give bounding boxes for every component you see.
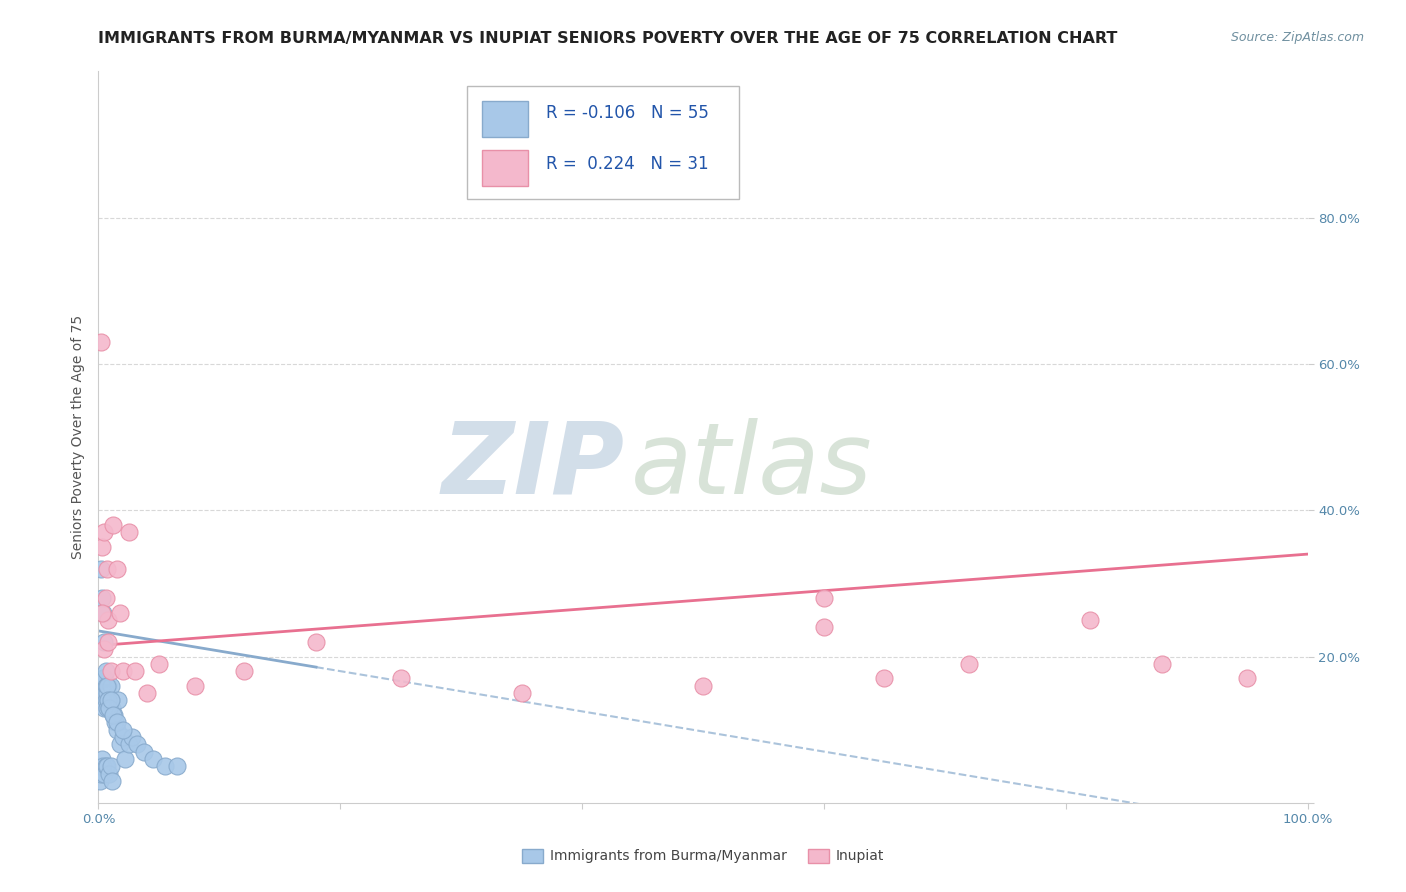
- Point: [108, 737, 131, 751]
- Point: [100, 664, 122, 678]
- Text: R =  0.224   N = 31: R = 0.224 N = 31: [546, 155, 709, 173]
- Y-axis label: Seniors Poverty Over the Age of 75: Seniors Poverty Over the Age of 75: [70, 315, 84, 559]
- Point: [108, 606, 131, 620]
- Point: [97, 693, 120, 707]
- Point: [91, 606, 114, 620]
- Point: [91, 679, 114, 693]
- Point: [91, 693, 114, 707]
- Point: [98, 700, 121, 714]
- Point: [97, 613, 120, 627]
- Point: [118, 737, 141, 751]
- Text: Source: ZipAtlas.com: Source: ZipAtlas.com: [1230, 31, 1364, 45]
- Point: [93, 635, 115, 649]
- Point: [105, 723, 128, 737]
- Point: [1152, 657, 1174, 671]
- Point: [91, 672, 114, 686]
- Point: [124, 664, 146, 678]
- Point: [101, 517, 124, 532]
- Point: [100, 679, 122, 693]
- Point: [98, 766, 121, 780]
- Point: [93, 672, 115, 686]
- Point: [111, 730, 134, 744]
- Point: [166, 759, 188, 773]
- Legend: Immigrants from Burma/Myanmar, Inupiat: Immigrants from Burma/Myanmar, Inupiat: [516, 843, 890, 869]
- Point: [127, 737, 149, 751]
- Point: [97, 635, 120, 649]
- Point: [510, 686, 533, 700]
- Point: [101, 708, 124, 723]
- Point: [305, 635, 328, 649]
- Point: [91, 540, 114, 554]
- Point: [111, 723, 134, 737]
- Point: [184, 679, 207, 693]
- Point: [114, 752, 136, 766]
- Point: [101, 708, 124, 723]
- Point: [135, 686, 157, 700]
- Text: atlas: atlas: [630, 417, 872, 515]
- Point: [94, 679, 117, 693]
- Point: [118, 525, 141, 540]
- Text: ZIP: ZIP: [441, 417, 624, 515]
- Text: R = -0.106   N = 55: R = -0.106 N = 55: [546, 104, 709, 122]
- Point: [91, 759, 114, 773]
- Point: [813, 591, 835, 605]
- Point: [873, 672, 896, 686]
- Point: [105, 562, 128, 576]
- Point: [90, 759, 112, 773]
- Point: [94, 591, 117, 605]
- Point: [121, 730, 143, 744]
- Point: [93, 525, 115, 540]
- Point: [1078, 613, 1101, 627]
- Point: [91, 752, 114, 766]
- Point: [232, 664, 254, 678]
- FancyBboxPatch shape: [467, 86, 740, 200]
- Point: [153, 759, 176, 773]
- Point: [94, 664, 117, 678]
- Point: [91, 693, 114, 707]
- Point: [103, 708, 125, 723]
- Point: [97, 693, 120, 707]
- Point: [100, 700, 122, 714]
- Point: [105, 715, 128, 730]
- Point: [93, 700, 115, 714]
- Point: [100, 773, 122, 788]
- Point: [97, 679, 120, 693]
- FancyBboxPatch shape: [482, 101, 527, 137]
- Text: IMMIGRANTS FROM BURMA/MYANMAR VS INUPIAT SENIORS POVERTY OVER THE AGE OF 75 CORR: IMMIGRANTS FROM BURMA/MYANMAR VS INUPIAT…: [98, 31, 1118, 46]
- Point: [813, 620, 835, 634]
- Point: [96, 759, 118, 773]
- Point: [90, 334, 112, 349]
- Point: [1236, 672, 1258, 686]
- Point: [957, 657, 980, 671]
- Point: [142, 752, 165, 766]
- Point: [692, 679, 714, 693]
- Point: [389, 672, 412, 686]
- Point: [100, 693, 122, 707]
- Point: [89, 773, 111, 788]
- Point: [93, 766, 115, 780]
- Point: [100, 759, 122, 773]
- Point: [107, 693, 129, 707]
- Point: [96, 562, 118, 576]
- Point: [111, 664, 134, 678]
- Point: [104, 715, 127, 730]
- Point: [91, 591, 114, 605]
- Point: [96, 700, 118, 714]
- Point: [98, 700, 121, 714]
- Point: [91, 606, 114, 620]
- FancyBboxPatch shape: [482, 150, 527, 186]
- Point: [96, 686, 118, 700]
- Point: [100, 693, 122, 707]
- Point: [90, 562, 112, 576]
- Point: [94, 759, 117, 773]
- Point: [96, 679, 118, 693]
- Point: [93, 686, 115, 700]
- Point: [94, 693, 117, 707]
- Point: [148, 657, 170, 671]
- Point: [90, 766, 112, 780]
- Point: [93, 642, 115, 657]
- Point: [134, 745, 156, 759]
